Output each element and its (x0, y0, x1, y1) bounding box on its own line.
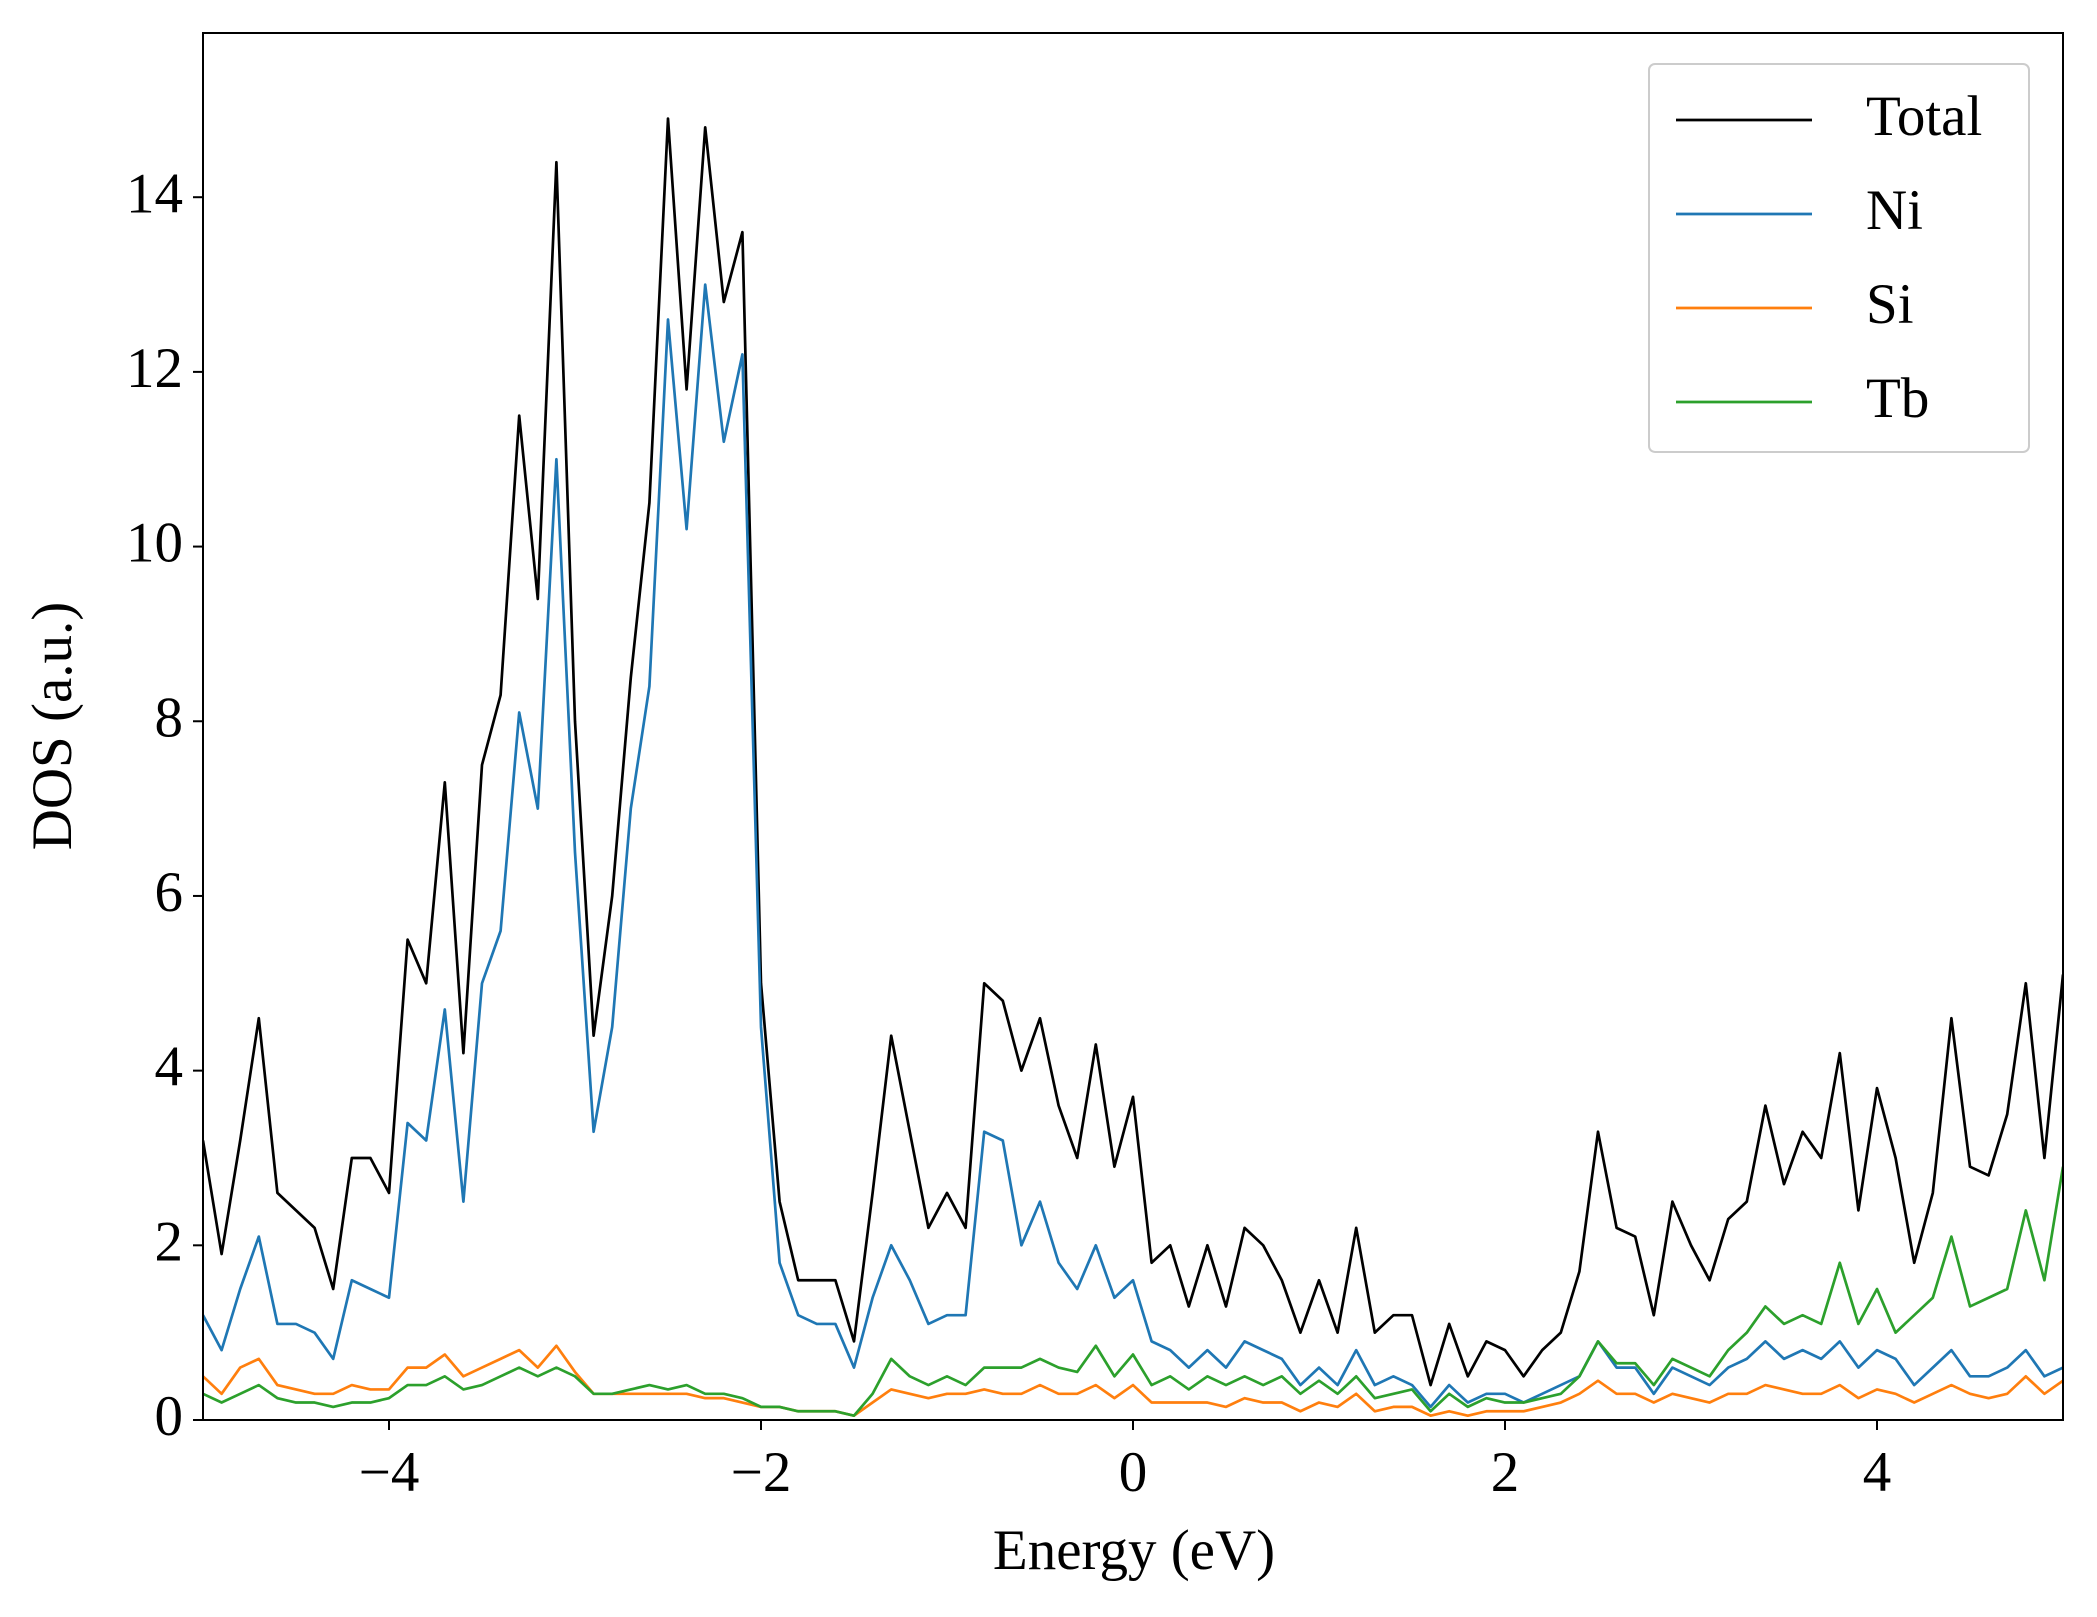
legend-label: Total (1866, 85, 1982, 148)
series-line (203, 117, 2063, 1387)
series-line (203, 1166, 2063, 1417)
y-tick-label: 0 (155, 1385, 184, 1448)
legend: Total Ni Si Tb (1648, 63, 2030, 453)
y-tick-label: 14 (126, 162, 183, 225)
y-tick-label: 8 (155, 686, 184, 749)
plot-frame (202, 32, 2064, 1421)
x-tick-label: −2 (731, 1441, 792, 1504)
y-tick-label: 2 (155, 1210, 184, 1273)
y-tick-label: 6 (155, 861, 184, 924)
series-line (203, 283, 2063, 1409)
legend-label: Si (1866, 273, 1914, 336)
y-tick-label: 12 (126, 337, 183, 400)
legend-label: Ni (1866, 179, 1923, 242)
y-axis-label: DOS (a.u.) (21, 602, 84, 851)
y-tick-label: 4 (155, 1036, 184, 1099)
x-tick-label: 0 (1119, 1441, 1148, 1504)
y-tick-label: 10 (126, 512, 183, 575)
x-tick-label: 4 (1863, 1441, 1892, 1504)
x-tick-label: −4 (359, 1441, 420, 1504)
x-axis-label: Energy (eV) (993, 1519, 1275, 1582)
x-tick-label: 2 (1491, 1441, 1520, 1504)
legend-box (1648, 63, 2030, 453)
legend-label: Tb (1866, 367, 1929, 430)
series-line (203, 1344, 2063, 1417)
